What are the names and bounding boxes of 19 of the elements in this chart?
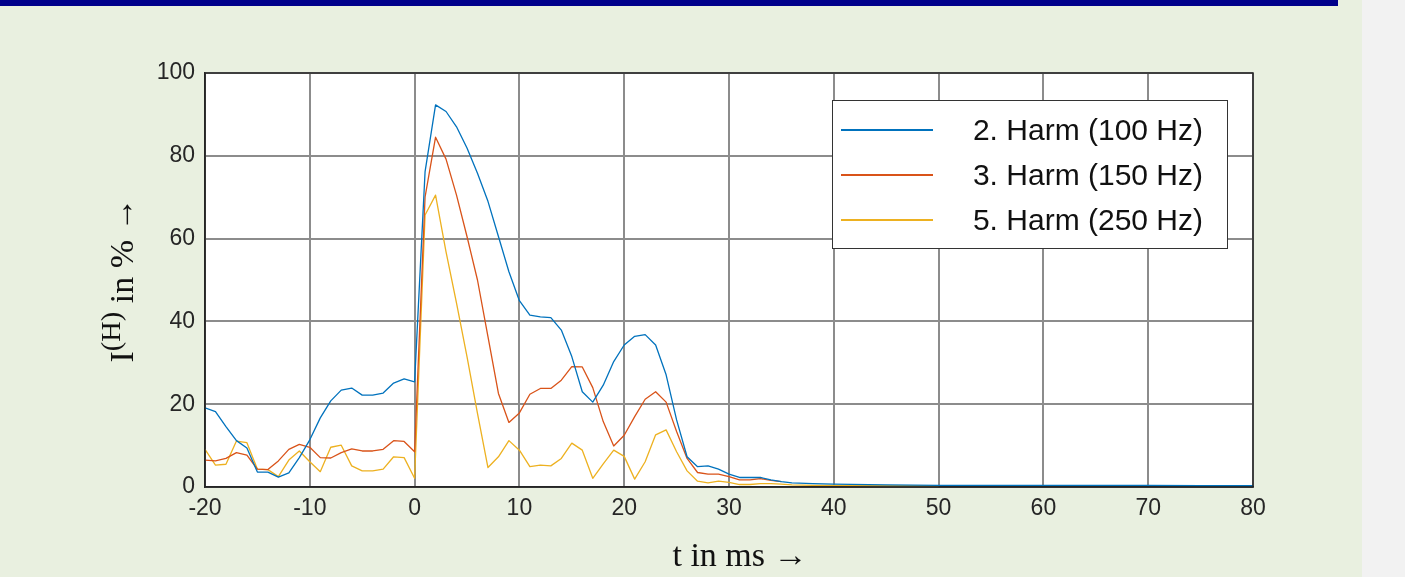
x-tick-label: 70 xyxy=(1135,494,1161,521)
x-axis-title: t in ms → xyxy=(671,536,809,574)
y-tick-label: 20 xyxy=(169,389,195,416)
x-tick-label: -10 xyxy=(293,494,327,521)
x-tick-label: 50 xyxy=(925,494,952,521)
x-tick-label: 80 xyxy=(1240,494,1266,521)
x-tick-label: 30 xyxy=(716,494,742,521)
x-tick-label: 10 xyxy=(506,494,533,521)
y-tick-label: 60 xyxy=(169,223,195,250)
y-tick-label: 40 xyxy=(169,306,195,333)
y-tick-label: 100 xyxy=(156,58,195,85)
x-tick-label: 40 xyxy=(821,494,847,521)
x-tick-label: 20 xyxy=(611,494,637,521)
legend-label: 2. Harm (100 Hz) xyxy=(972,112,1203,147)
x-tick-label: 0 xyxy=(408,494,421,521)
x-tick-label: 60 xyxy=(1030,494,1057,521)
legend-label: 3. Harm (150 Hz) xyxy=(972,157,1203,192)
y-tick-label: 80 xyxy=(169,141,195,168)
legend-label: 5. Harm (250 Hz) xyxy=(972,202,1203,237)
